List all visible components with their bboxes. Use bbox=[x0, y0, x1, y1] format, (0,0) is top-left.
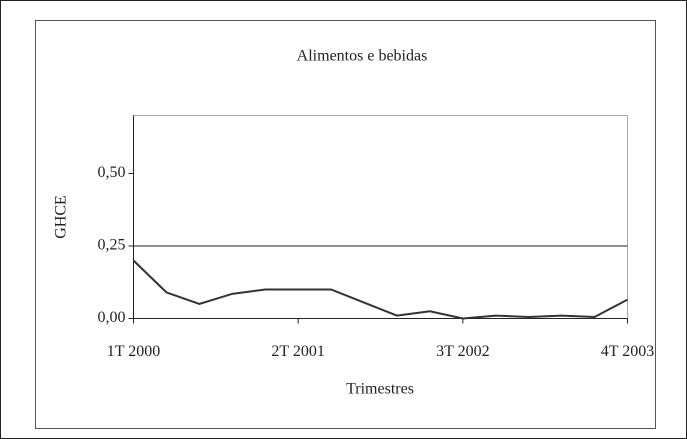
y-axis-label: GHCE bbox=[53, 195, 70, 239]
y-tick-label: 0,50 bbox=[98, 164, 126, 181]
x-tick-label: 1T 2000 bbox=[107, 343, 160, 360]
y-tick-label: 0,25 bbox=[98, 237, 126, 254]
x-tick-label: 4T 2003 bbox=[601, 343, 654, 360]
line-series bbox=[132, 259, 628, 320]
x-tick-label: 2T 2001 bbox=[271, 343, 324, 360]
x-axis-label: Trimestres bbox=[346, 381, 414, 398]
y-tick-label: 0,00 bbox=[98, 309, 126, 326]
x-tick-label: 3T 2002 bbox=[436, 343, 489, 360]
chart-frame bbox=[35, 20, 656, 429]
plot-area bbox=[133, 115, 628, 319]
chart-title: Alimentos e bebidas bbox=[297, 48, 428, 65]
